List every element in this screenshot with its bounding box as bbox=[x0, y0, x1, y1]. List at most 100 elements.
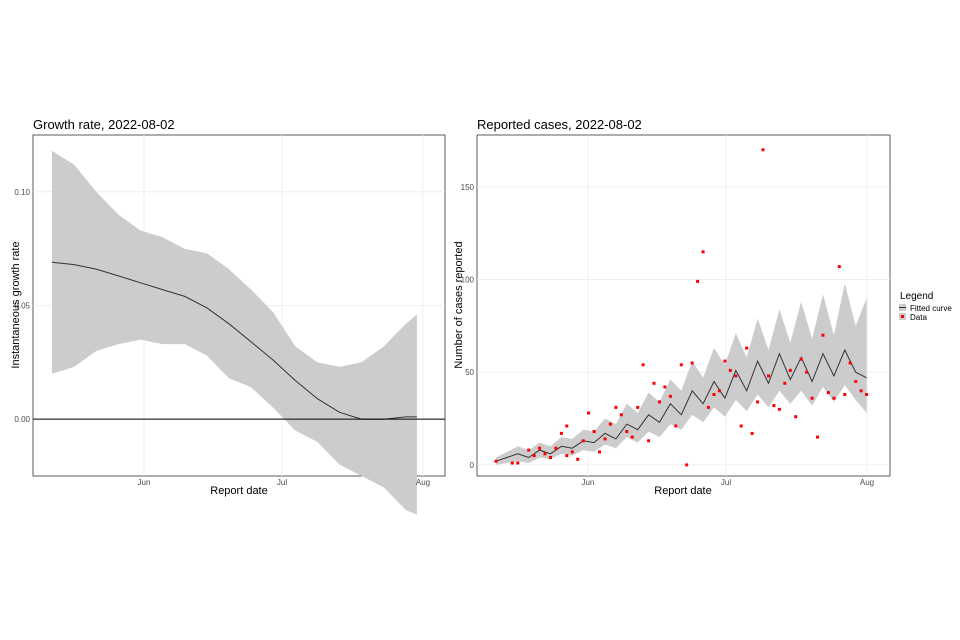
data-point bbox=[685, 463, 689, 467]
growth-rate-title: Growth rate, 2022-08-02 bbox=[33, 117, 175, 132]
data-point bbox=[712, 393, 716, 396]
data-point bbox=[794, 415, 798, 419]
data-point bbox=[510, 461, 514, 465]
data-point bbox=[799, 357, 803, 361]
data-point bbox=[619, 413, 623, 417]
reported-cases-title: Reported cases, 2022-08-02 bbox=[477, 117, 642, 132]
data-point bbox=[494, 459, 498, 463]
fitted-curve-line bbox=[495, 348, 867, 462]
data-point bbox=[837, 265, 841, 269]
growth-rate-x-tick-label: Jul bbox=[277, 478, 287, 487]
reported-cases-x-tick-label: Jul bbox=[721, 478, 731, 487]
reported-cases-grid bbox=[477, 135, 890, 476]
data-point bbox=[723, 359, 727, 363]
data-point bbox=[679, 363, 683, 367]
legend: Legend Fitted curve Data bbox=[899, 291, 952, 322]
data-point bbox=[658, 400, 661, 404]
data-point bbox=[739, 424, 743, 428]
data-point bbox=[559, 431, 563, 435]
data-point bbox=[527, 448, 531, 452]
data-point bbox=[641, 363, 645, 367]
data-point bbox=[783, 381, 787, 385]
data-point bbox=[516, 461, 520, 465]
growth-rate-credible-band bbox=[52, 150, 417, 515]
reported-cases-x-tick-label: Aug bbox=[860, 478, 874, 487]
data-point bbox=[750, 431, 754, 435]
data-point bbox=[652, 381, 656, 385]
reported-cases-panel: Jun Jul Aug 0 50 100 150 Report date Number of… bbox=[453, 134, 891, 497]
legend-label-data: Data bbox=[910, 313, 927, 322]
data-point bbox=[717, 389, 721, 393]
data-point bbox=[565, 454, 569, 458]
data-point bbox=[734, 374, 738, 378]
data-point bbox=[788, 368, 792, 372]
data-point bbox=[668, 394, 672, 398]
data-point bbox=[832, 396, 836, 400]
data-point bbox=[690, 361, 694, 365]
data-point bbox=[543, 452, 547, 456]
reported-cases-ticks: Jun Jul Aug 0 50 100 150 bbox=[461, 183, 874, 487]
data-point bbox=[581, 439, 585, 443]
data-point bbox=[576, 457, 580, 461]
growth-rate-y-axis-label: Instantaneous growth rate bbox=[10, 241, 22, 368]
data-point bbox=[532, 454, 536, 458]
data-point bbox=[625, 430, 629, 433]
growth-rate-x-tick-label: Aug bbox=[416, 478, 430, 487]
data-point bbox=[538, 446, 542, 450]
legend-point-data bbox=[901, 315, 904, 318]
data-point bbox=[810, 396, 814, 400]
data-point bbox=[570, 450, 574, 454]
reported-cases-x-axis-label: Report date bbox=[654, 485, 711, 497]
data-point bbox=[821, 333, 825, 337]
growth-rate-panel: Jun Jul Aug 0.00 0.05 0.10 Report date Instan… bbox=[10, 134, 446, 515]
reported-cases-y-tick-label: 100 bbox=[461, 276, 475, 285]
growth-rate-y-tick-label: 0.05 bbox=[14, 302, 30, 311]
data-point bbox=[816, 435, 819, 439]
growth-rate-ticks: Jun Jul Aug 0.00 0.05 0.10 bbox=[14, 188, 430, 487]
data-point bbox=[854, 380, 858, 383]
data-point bbox=[674, 424, 678, 428]
reported-cases-y-tick-label: 50 bbox=[465, 368, 474, 377]
data-point bbox=[848, 361, 852, 365]
data-point bbox=[554, 446, 558, 450]
data-point bbox=[761, 148, 765, 152]
reported-cases-x-tick-label: Jun bbox=[582, 478, 595, 487]
data-point bbox=[636, 405, 640, 409]
growth-rate-x-axis-label: Report date bbox=[210, 485, 267, 497]
growth-rate-y-tick-label: 0.00 bbox=[14, 415, 30, 424]
data-point bbox=[663, 385, 667, 389]
data-point bbox=[756, 400, 760, 404]
data-point bbox=[603, 437, 607, 441]
data-point bbox=[647, 439, 651, 443]
data-point bbox=[696, 279, 700, 283]
data-points bbox=[494, 148, 869, 467]
data-point bbox=[767, 374, 770, 378]
data-point bbox=[549, 456, 552, 459]
data-point bbox=[592, 430, 596, 433]
data-point bbox=[843, 393, 847, 396]
data-point bbox=[701, 250, 705, 254]
data-point bbox=[826, 391, 830, 395]
reported-cases-y-tick-label: 150 bbox=[461, 183, 475, 192]
data-point bbox=[608, 422, 612, 426]
data-point bbox=[587, 411, 591, 415]
data-point bbox=[728, 368, 732, 372]
data-point bbox=[859, 389, 863, 393]
data-point bbox=[598, 450, 601, 454]
reported-cases-y-axis-label: Number of cases reported bbox=[453, 241, 465, 368]
data-point bbox=[565, 424, 569, 428]
data-point bbox=[805, 370, 809, 374]
data-point bbox=[707, 405, 710, 409]
growth-rate-y-tick-label: 0.10 bbox=[14, 188, 30, 197]
data-point bbox=[777, 407, 781, 411]
growth-rate-x-tick-label: Jun bbox=[138, 478, 151, 487]
data-point bbox=[772, 404, 776, 408]
data-point bbox=[614, 405, 618, 409]
legend-title: Legend bbox=[900, 291, 933, 302]
data-point bbox=[630, 435, 634, 439]
legend-label-fitted-curve: Fitted curve bbox=[910, 304, 952, 313]
data-point bbox=[745, 346, 749, 350]
reported-cases-y-tick-label: 0 bbox=[470, 461, 475, 470]
data-point bbox=[865, 393, 869, 396]
